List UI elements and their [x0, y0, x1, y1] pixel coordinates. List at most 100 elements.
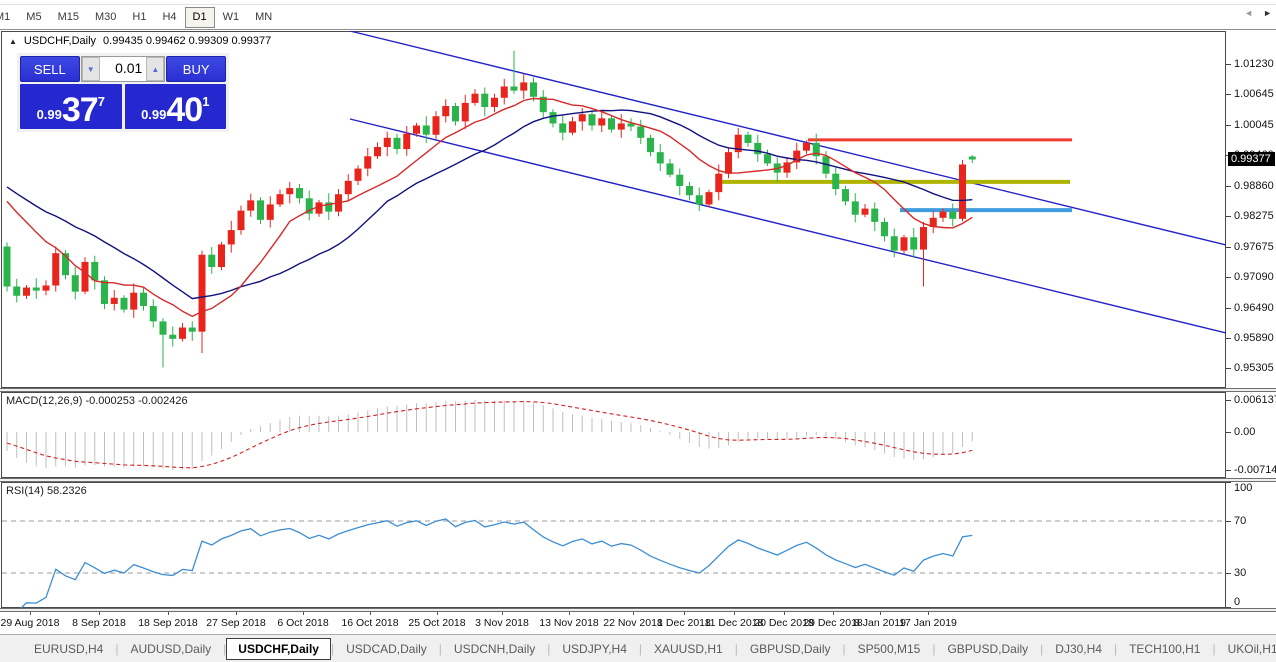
ask-price-pipette: 1 [202, 94, 210, 109]
tab-scroll-left-icon[interactable]: ◄ [1244, 8, 1254, 18]
chart-tab-eurusd-h4[interactable]: EURUSD,H4 [34, 641, 104, 656]
candle-body [286, 188, 294, 195]
price-axis-tick [1226, 368, 1231, 369]
candle-body [686, 186, 693, 196]
date-axis-label: 3 Nov 2018 [475, 617, 529, 629]
tab-scroll-right-icon[interactable]: ► [1263, 8, 1272, 18]
date-tick-mark [928, 612, 929, 615]
price-axis-tick [1226, 64, 1231, 65]
chart-header: ▲ USDCHF,Daily 0.99435 0.99462 0.99309 0… [9, 35, 271, 47]
rsi-axis[interactable]: 100 70 30 0 [1226, 482, 1276, 608]
channel-trendline-1[interactable] [349, 31, 1226, 246]
date-axis[interactable]: 29 Aug 2018 8 Sep 2018 18 Sep 2018 27 Sep 2… [0, 612, 1276, 634]
date-tick-mark [30, 612, 31, 615]
date-tick-mark [784, 612, 785, 615]
price-axis-label: 0.97090 [1234, 271, 1274, 283]
price-axis-tick [1226, 247, 1231, 248]
price-axis-label: 0.97675 [1234, 241, 1274, 253]
lot-increase-button[interactable]: ▲ [146, 57, 165, 81]
rsi-axis-label: 0 [1234, 596, 1241, 608]
panel-splitter[interactable] [0, 388, 1276, 392]
channel-trendline-2[interactable] [349, 118, 1226, 334]
date-tick-mark [502, 612, 503, 615]
candle-body [949, 211, 957, 219]
candle-body [208, 254, 216, 268]
lot-decrease-button[interactable]: ▼ [81, 57, 100, 81]
candle-body [452, 106, 459, 122]
chart-tab-sp500-m15[interactable]: SP500,M15 [857, 641, 921, 656]
macd-plot-border [1, 392, 1226, 478]
chart-tab-usdcnh-daily[interactable]: USDCNH,Daily [453, 641, 536, 656]
candle-body [481, 93, 489, 108]
price-axis-tick [1226, 338, 1231, 339]
macd-axis[interactable]: 0.006137 0.00 -0.007142 [1226, 392, 1276, 478]
sell-button[interactable]: SELL [20, 56, 80, 82]
candle-body [91, 261, 99, 281]
candle-body [510, 86, 518, 91]
candle-body [81, 261, 89, 292]
chart-tab-usdcad-daily[interactable]: USDCAD,Daily [346, 641, 427, 656]
timeframe-button-m1[interactable]: M1 [0, 10, 11, 23]
chart-tab-gbpusd-daily[interactable]: GBPUSD,Daily [947, 641, 1029, 656]
candle-body [364, 156, 372, 169]
chart-tab-gbpusd-daily[interactable]: GBPUSD,Daily [749, 641, 831, 656]
candle-body [842, 189, 849, 202]
timeframe-button-m15[interactable]: M15 [57, 10, 79, 23]
chart-tab-dj30-h4[interactable]: DJ30,H4 [1055, 641, 1102, 656]
candle-body [881, 221, 888, 237]
candle-body [374, 147, 381, 157]
tab-scroll-arrows: ◄ ► [1244, 8, 1272, 18]
timeframe-button-h4[interactable]: H4 [162, 10, 177, 23]
chart-tab-ukoil-h1[interactable]: UKOil,H1 [1227, 641, 1276, 656]
candle-body [432, 116, 440, 135]
date-tick-mark [370, 612, 371, 615]
price-axis-label: 0.98860 [1234, 180, 1274, 192]
rsi-chart[interactable] [0, 482, 1226, 608]
date-axis-label: 8 Sep 2018 [72, 617, 126, 629]
price-axis[interactable]: 1.012301.006451.000450.994600.988600.982… [1226, 31, 1276, 388]
main-chart[interactable] [0, 31, 1226, 388]
one-click-trade-panel: SELL ▼ 0.01 ▲ BUY 0.99 37 7 0.99 40 1 [17, 53, 229, 132]
panel-splitter[interactable] [0, 478, 1276, 482]
ask-price-box[interactable]: 0.99 40 1 [124, 84, 226, 129]
bid-price-box[interactable]: 0.99 37 7 [20, 84, 122, 129]
chart-tab-xauusd-h1[interactable]: XAUUSD,H1 [654, 641, 723, 656]
timeframe-button-h1[interactable]: H1 [132, 10, 147, 23]
price-axis-tick [1226, 277, 1231, 278]
timeframe-button-m30[interactable]: M30 [94, 10, 117, 23]
tab-separator: | [330, 641, 335, 656]
timeframe-button-mn[interactable]: MN [255, 10, 273, 23]
tab-separator: | [547, 641, 551, 656]
panel-splitter[interactable] [0, 608, 1276, 612]
candle-body [695, 195, 703, 205]
buy-button[interactable]: BUY [166, 56, 226, 82]
timeframe-button-w1[interactable]: W1 [222, 10, 240, 23]
candle-body [62, 253, 69, 276]
price-axis-label: 1.01230 [1234, 58, 1274, 70]
candle-body [23, 287, 30, 296]
candle-body [305, 198, 313, 214]
candle-body [968, 156, 976, 160]
candle-body [110, 297, 118, 304]
macd-chart[interactable] [0, 392, 1226, 478]
chart-tab-tech100-h1[interactable]: TECH100,H1 [1129, 641, 1201, 656]
candle-body [140, 292, 147, 306]
candle-body [559, 123, 567, 133]
collapse-quote-icon[interactable]: ▲ [9, 36, 17, 46]
tab-separator: | [223, 641, 227, 656]
timeframe-button-d1[interactable]: D1 [184, 6, 215, 28]
chart-tab-bar: EURUSD,H4 | AUDUSD,Daily | USDCHF,Daily | USDC… [0, 634, 1276, 662]
candle-body [549, 112, 557, 124]
spin-up-icon: ▲ [151, 65, 160, 74]
chart-tab-audusd-daily[interactable]: AUDUSD,Daily [130, 641, 212, 656]
candle-body [403, 133, 411, 150]
chart-tab-usdjpy-h4[interactable]: USDJPY,H4 [562, 641, 627, 656]
candle-body [783, 162, 791, 173]
timeframe-button-m5[interactable]: M5 [26, 10, 42, 23]
tab-separator: | [734, 641, 738, 656]
lot-size-input[interactable]: 0.01 [99, 57, 147, 81]
current-price-tag: 0.99377 [1228, 152, 1275, 166]
candle-body [169, 334, 177, 339]
date-axis-label: 29 Dec 2018 [803, 617, 863, 629]
chart-tab-usdchf-daily[interactable]: USDCHF,Daily [226, 637, 331, 660]
